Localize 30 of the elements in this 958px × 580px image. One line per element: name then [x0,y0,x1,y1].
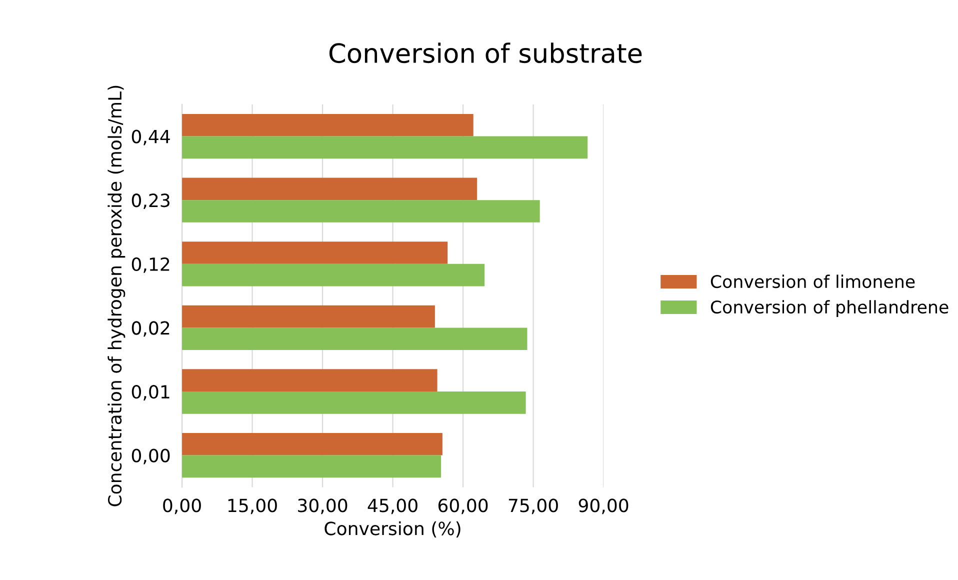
bar [182,178,478,200]
legend-label: Conversion of limonene [710,274,915,288]
bar [182,114,474,136]
y-tick-label: 0,44 [132,130,170,146]
x-axis-title: Conversion (%) [324,521,460,538]
legend-label: Conversion of phellandrene [710,300,948,317]
x-tick-label: 15,00 [228,498,277,514]
bar [182,432,442,456]
x-tick-label: 60,00 [438,498,488,514]
x-tick-label: 90,00 [578,498,628,514]
y-tick-label: 0,01 [132,384,170,400]
y-tick-label: 0,00 [132,448,170,464]
y-tick-label: 0,02 [132,321,170,337]
y-tick-label: 0,12 [132,257,170,273]
x-tick-label: 0,00 [163,498,201,514]
x-tick-label: 45,00 [368,498,418,514]
y-axis-title: Concentration of hydrogen peroxide (mols/mL) [108,86,126,506]
bar [182,328,528,350]
bar [182,136,588,159]
chart-title: Conversion of substrate [329,42,642,64]
bar [182,305,435,328]
y-tick-label: 0,23 [132,194,170,210]
x-tick-label: 75,00 [508,498,558,514]
x-tick-label: 30,00 [298,498,348,514]
bar [182,455,442,478]
bar [182,369,438,392]
bar [182,264,485,286]
bar [182,242,448,264]
bar [182,200,540,222]
bar [182,392,526,414]
